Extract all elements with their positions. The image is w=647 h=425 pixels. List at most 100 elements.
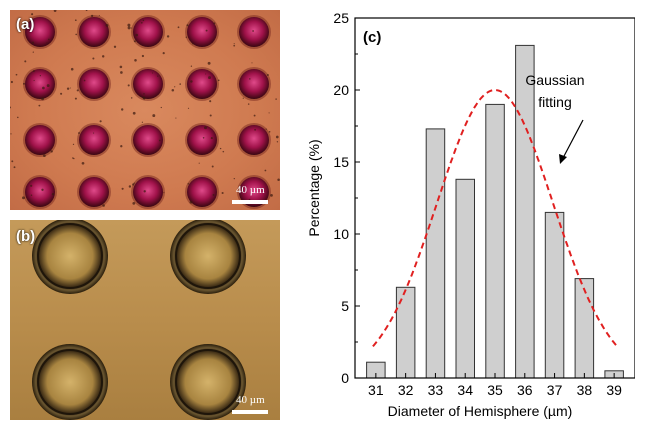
speckle [31, 13, 34, 16]
speckle [233, 43, 235, 45]
micrograph-a: (a) 40 µm [10, 10, 280, 210]
hemisphere [79, 17, 109, 47]
speckle [187, 107, 190, 109]
speckle [11, 160, 14, 163]
hemisphere-rim [175, 223, 241, 289]
hemisphere [170, 344, 246, 420]
y-tick-label: 10 [333, 226, 349, 242]
speckle [190, 65, 193, 67]
x-tick-label: 34 [457, 382, 473, 398]
speckle [202, 137, 205, 139]
hemisphere [239, 125, 269, 155]
speckle [119, 65, 123, 69]
speckle [128, 185, 132, 188]
bar-36 [515, 44, 535, 379]
speckle [185, 36, 188, 38]
speckle [13, 166, 16, 169]
speckle [32, 70, 35, 73]
speckle [69, 87, 71, 89]
speckle [265, 128, 267, 130]
speckle [276, 141, 279, 143]
speckle [51, 192, 55, 196]
speckle [143, 190, 146, 193]
speckle [132, 183, 135, 186]
speckle [105, 24, 109, 27]
scalebar-label-b: 40 µm [236, 394, 265, 406]
speckle [101, 55, 105, 58]
x-tick-label: 33 [428, 382, 444, 398]
speckle [50, 150, 53, 153]
annotation-arrowhead [559, 154, 567, 164]
speckle [33, 79, 35, 82]
speckle [177, 26, 180, 29]
speckle [41, 188, 44, 191]
hemisphere-rim [37, 349, 103, 415]
speckle [213, 22, 216, 25]
speckle [266, 74, 269, 76]
speckle [221, 191, 224, 195]
speckle [98, 14, 100, 17]
hemisphere [170, 220, 246, 294]
speckle [42, 86, 45, 90]
y-tick-label: 25 [333, 10, 349, 26]
speckle [38, 104, 41, 107]
hemisphere [133, 177, 163, 207]
speckle [189, 200, 193, 204]
speckle [66, 87, 70, 90]
speckle [32, 51, 34, 53]
speckle [75, 33, 78, 36]
scalebar-a [232, 200, 268, 204]
bar-34 [455, 178, 475, 379]
hemisphere-array-b [32, 220, 246, 420]
annotation-gaussian: Gaussian [525, 72, 584, 88]
speckle [193, 150, 195, 152]
gaussian-fit-line [372, 88, 618, 348]
micrograph-b: (b) 40 µm [10, 220, 280, 420]
speckle [242, 97, 244, 99]
speckle [53, 10, 57, 12]
speckle [233, 177, 235, 180]
speckle [83, 79, 86, 82]
y-tick-label: 5 [341, 298, 349, 314]
panel-label-c: (c) [363, 29, 381, 46]
speckle [30, 184, 33, 187]
speckle [39, 75, 41, 77]
speckle [127, 84, 130, 87]
panel-label-b: (b) [16, 228, 36, 245]
y-tick-label: 0 [341, 370, 349, 386]
speckle [120, 145, 123, 148]
speckle [143, 93, 145, 95]
annotation-fitting: fitting [538, 94, 571, 110]
speckle [253, 114, 256, 117]
speckle [46, 42, 48, 44]
speckle [43, 154, 46, 158]
speckle [151, 72, 154, 74]
speckle [31, 23, 34, 25]
speckle [74, 19, 77, 22]
hemisphere-rim [37, 223, 103, 289]
speckle [252, 30, 255, 32]
speckle [251, 62, 253, 64]
speckle [162, 52, 165, 55]
speckle [72, 157, 74, 159]
speckle [127, 26, 131, 30]
speckle [140, 21, 143, 24]
y-axis-label: Percentage (%) [306, 139, 322, 236]
hemisphere [25, 69, 55, 99]
bar-32 [395, 286, 416, 379]
x-tick-label: 32 [398, 382, 414, 398]
speckle [93, 132, 95, 134]
speckle [134, 59, 137, 62]
hemisphere [239, 69, 269, 99]
bar-33 [425, 128, 446, 379]
speckle [208, 76, 211, 80]
hemisphere-array-a [10, 10, 280, 209]
speckle [131, 27, 133, 29]
speckle [190, 80, 193, 83]
bar-38 [574, 278, 595, 379]
speckle [254, 128, 256, 131]
hemisphere [187, 177, 217, 207]
hemisphere [239, 17, 269, 47]
speckle [81, 161, 85, 165]
x-axis-label: Diameter of Hemisphere (µm) [388, 403, 573, 419]
